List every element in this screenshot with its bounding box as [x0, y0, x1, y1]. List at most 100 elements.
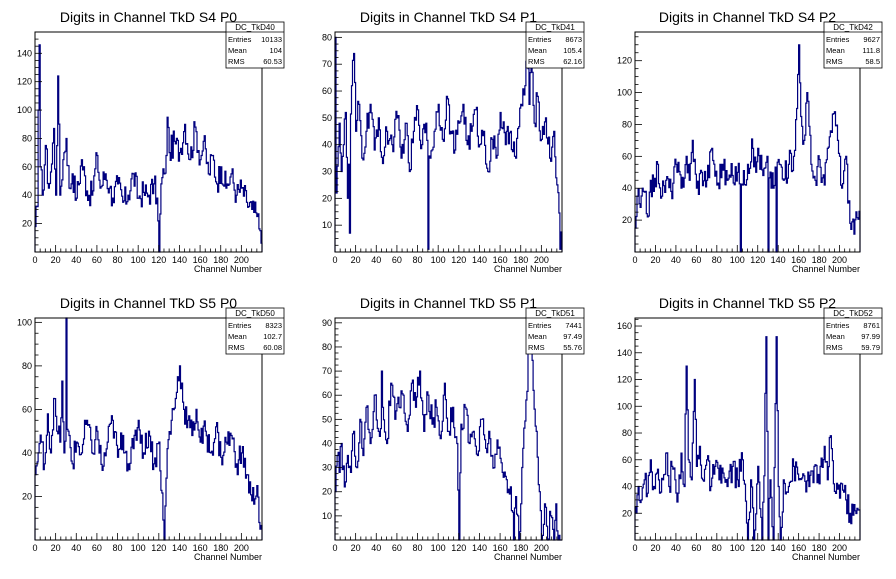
y-tick-label: 60	[22, 404, 32, 414]
y-tick-label: 20	[322, 193, 332, 203]
x-tick-label: 100	[730, 543, 745, 553]
stats-value: 97.99	[861, 332, 880, 341]
x-tick-label: 140	[472, 255, 487, 265]
x-tick-label: 40	[671, 255, 681, 265]
stats-name: DC_TkD40	[235, 23, 275, 32]
y-tick-label: 90	[322, 318, 332, 328]
stats-box	[823, 21, 883, 69]
x-tick-label: 200	[534, 543, 549, 553]
x-tick-label: 120	[451, 255, 466, 265]
y-tick-label: 100	[617, 88, 632, 98]
x-tick-label: 80	[413, 543, 423, 553]
x-axis-label: Channel Number	[792, 552, 860, 562]
y-tick-label: 120	[617, 375, 632, 385]
y-tick-label: 40	[322, 140, 332, 150]
x-tick-label: 0	[632, 543, 637, 553]
y-tick-label: 80	[322, 32, 332, 42]
stats-value: 104	[269, 46, 282, 55]
x-tick-label: 80	[413, 255, 423, 265]
y-tick-label: 20	[22, 219, 32, 229]
x-tick-label: 80	[113, 255, 123, 265]
stats-label: Entries	[228, 35, 252, 44]
stats-value: 111.8	[862, 46, 880, 55]
x-tick-label: 160	[193, 543, 208, 553]
stats-box	[525, 307, 585, 355]
x-tick-label: 100	[431, 543, 446, 553]
y-tick-label: 20	[322, 487, 332, 497]
x-tick-label: 100	[431, 255, 446, 265]
x-tick-label: 120	[151, 543, 166, 553]
y-tick-label: 10	[322, 220, 332, 230]
panel-title: Digits in Channel TkD S4 P0	[60, 9, 237, 25]
y-tick-label: 60	[322, 390, 332, 400]
stats-value: 7441	[565, 321, 582, 330]
x-tick-label: 120	[451, 543, 466, 553]
x-tick-label: 40	[371, 255, 381, 265]
y-tick-label: 100	[17, 317, 32, 327]
stats-value: 8673	[565, 35, 582, 44]
histogram-series	[34, 317, 263, 541]
y-tick-label: 80	[22, 133, 32, 143]
x-tick-label: 180	[213, 255, 228, 265]
x-tick-label: 80	[113, 543, 123, 553]
x-tick-label: 160	[791, 543, 806, 553]
x-tick-label: 200	[234, 255, 249, 265]
x-axis-label: Channel Number	[792, 264, 860, 274]
stats-box	[525, 21, 585, 69]
y-tick-label: 20	[622, 508, 632, 518]
histogram-panel-3: Digits in Channel TkD S4 P2 0 20 40 60 80 100 1…	[617, 9, 883, 274]
x-tick-label: 180	[513, 255, 528, 265]
stats-value: 59.79	[861, 343, 880, 352]
y-tick-label: 100	[17, 105, 32, 115]
histogram-panel-1: Digits in Channel TkD S4 P0 0 20 40 60 80 100 1…	[17, 9, 285, 274]
stats-label: RMS	[826, 57, 843, 66]
stats-label: Mean	[826, 46, 845, 55]
y-tick-label: 140	[617, 348, 632, 358]
x-tick-label: 0	[332, 543, 337, 553]
panel-title: Digits in Channel TkD S5 P0	[60, 295, 237, 311]
stats-label: Mean	[228, 46, 247, 55]
x-axis-label: Channel Number	[494, 264, 562, 274]
stats-label: Mean	[228, 332, 247, 341]
panel-title: Digits in Channel TkD S4 P1	[360, 9, 537, 25]
x-tick-label: 100	[131, 543, 146, 553]
y-tick-label: 40	[322, 438, 332, 448]
panel-title: Digits in Channel TkD S5 P1	[360, 295, 537, 311]
stats-box	[225, 21, 285, 69]
x-tick-label: 0	[632, 255, 637, 265]
x-tick-label: 20	[351, 543, 361, 553]
x-tick-label: 20	[51, 543, 61, 553]
x-tick-label: 0	[32, 543, 37, 553]
histogram-panel-6: Digits in Channel TkD S5 P2 0 20 40 60 80 100 1…	[617, 295, 883, 562]
x-tick-label: 180	[213, 543, 228, 553]
x-tick-label: 40	[671, 543, 681, 553]
y-tick-label: 10	[322, 511, 332, 521]
y-tick-label: 30	[322, 167, 332, 177]
stats-value: 55.76	[563, 343, 582, 352]
stats-label: Mean	[528, 46, 547, 55]
stats-label: RMS	[228, 57, 245, 66]
x-tick-label: 120	[750, 543, 765, 553]
x-tick-label: 60	[92, 543, 102, 553]
y-tick-label: 60	[622, 455, 632, 465]
x-tick-label: 140	[172, 543, 187, 553]
y-tick-label: 80	[622, 119, 632, 129]
stats-name: DC_TkD41	[535, 23, 575, 32]
stats-value: 102.7	[263, 332, 282, 341]
x-tick-label: 80	[712, 543, 722, 553]
y-tick-label: 140	[17, 48, 32, 58]
stats-value: 8323	[265, 321, 282, 330]
x-tick-label: 160	[493, 255, 508, 265]
y-tick-label: 40	[622, 482, 632, 492]
y-tick-label: 60	[322, 86, 332, 96]
stats-name: DC_TkD51	[535, 309, 575, 318]
x-tick-label: 60	[92, 255, 102, 265]
histogram-series	[634, 44, 861, 253]
stats-value: 60.53	[263, 57, 282, 66]
x-tick-label: 200	[234, 543, 249, 553]
panel-title: Digits in Channel TkD S4 P2	[659, 9, 836, 25]
y-tick-label: 40	[22, 190, 32, 200]
x-tick-label: 100	[131, 255, 146, 265]
stats-name: DC_TkD42	[833, 23, 873, 32]
